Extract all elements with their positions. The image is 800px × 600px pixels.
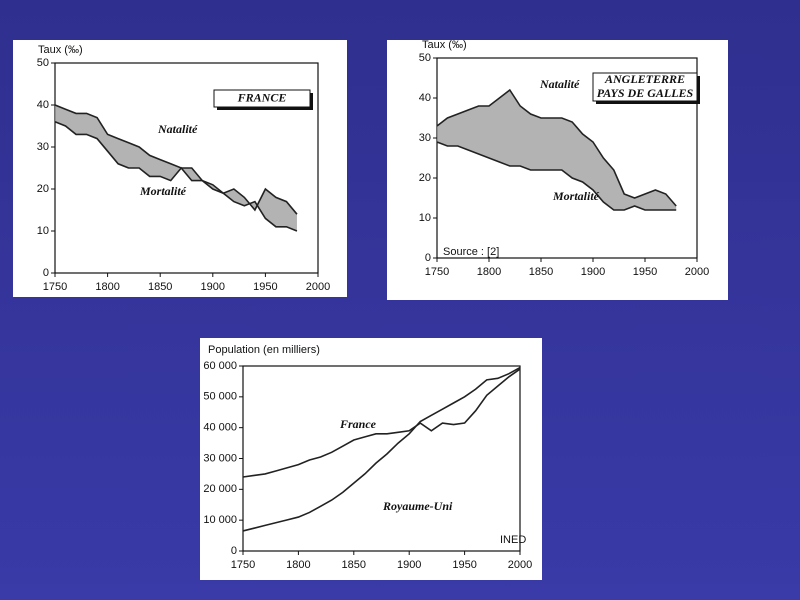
x-tick-label: 1900 bbox=[397, 559, 421, 571]
x-tick-label: 1850 bbox=[148, 281, 172, 293]
x-tick-label: 1750 bbox=[231, 559, 255, 571]
y-tick-label: 20 bbox=[419, 172, 431, 184]
y-axis-label: Population (en milliers) bbox=[208, 344, 320, 356]
x-tick-label: 1900 bbox=[581, 266, 605, 278]
y-axis-label: Taux (‰) bbox=[422, 39, 467, 51]
y-tick-label: 30 bbox=[37, 141, 49, 153]
y-tick-label: 10 000 bbox=[203, 514, 237, 526]
x-tick-label: 1850 bbox=[342, 559, 366, 571]
x-tick-label: 1750 bbox=[43, 281, 67, 293]
series-line bbox=[436, 88, 677, 207]
band bbox=[55, 105, 297, 231]
y-tick-label: 30 000 bbox=[203, 452, 237, 464]
x-tick-label: 1850 bbox=[529, 266, 553, 278]
series-line bbox=[54, 104, 298, 215]
plot-frame bbox=[54, 62, 319, 274]
source-note: Source : [2] bbox=[443, 246, 499, 258]
y-tick-label: 10 bbox=[37, 225, 49, 237]
series-label: Royaume-Uni bbox=[382, 499, 453, 513]
y-tick-label: 60 000 bbox=[203, 360, 237, 372]
y-tick-label: 40 bbox=[37, 99, 49, 111]
x-tick-label: 2000 bbox=[685, 266, 709, 278]
y-tick-label: 50 bbox=[37, 57, 49, 69]
series-line bbox=[242, 368, 521, 478]
y-tick-label: 20 000 bbox=[203, 483, 237, 495]
x-tick-label: 1800 bbox=[286, 559, 310, 571]
y-axis-label: Taux (‰) bbox=[38, 44, 83, 56]
x-tick-label: 1750 bbox=[425, 266, 449, 278]
panel bbox=[200, 338, 542, 580]
y-tick-label: 50 bbox=[419, 52, 431, 64]
y-tick-label: 40 bbox=[419, 92, 431, 104]
y-tick-label: 50 000 bbox=[203, 391, 237, 403]
plot-frame bbox=[436, 57, 698, 259]
y-tick-label: 10 bbox=[419, 212, 431, 224]
y-tick-label: 30 bbox=[419, 132, 431, 144]
x-tick-label: 1950 bbox=[452, 559, 476, 571]
series-label: France bbox=[339, 417, 377, 431]
series-line bbox=[436, 141, 677, 211]
y-tick-label: 40 000 bbox=[203, 422, 237, 434]
series-line bbox=[54, 121, 298, 232]
y-tick-label: 0 bbox=[43, 267, 49, 279]
y-tick-label: 0 bbox=[231, 545, 237, 557]
chart-title: FRANCE bbox=[237, 90, 287, 104]
title-box bbox=[213, 89, 311, 108]
y-tick-label: 20 bbox=[37, 183, 49, 195]
series-line bbox=[242, 366, 521, 532]
x-tick-label: 1900 bbox=[201, 281, 225, 293]
chart-title: ANGLETERRE bbox=[604, 72, 685, 86]
y-tick-label: 0 bbox=[425, 252, 431, 264]
x-tick-label: 2000 bbox=[508, 559, 532, 571]
x-tick-label: 1950 bbox=[633, 266, 657, 278]
x-tick-label: 1800 bbox=[477, 266, 501, 278]
series-label: Mortalité bbox=[552, 189, 600, 203]
x-tick-label: 1800 bbox=[95, 281, 119, 293]
chart-title: PAYS DE GALLES bbox=[597, 86, 694, 100]
band bbox=[437, 90, 677, 210]
series-label: Natalité bbox=[157, 122, 198, 136]
source-note: INED bbox=[500, 534, 526, 546]
title-box bbox=[592, 72, 698, 102]
series-label: Natalité bbox=[539, 77, 580, 91]
x-tick-label: 2000 bbox=[306, 281, 330, 293]
x-tick-label: 1950 bbox=[253, 281, 277, 293]
series-label: Mortalité bbox=[139, 184, 187, 198]
